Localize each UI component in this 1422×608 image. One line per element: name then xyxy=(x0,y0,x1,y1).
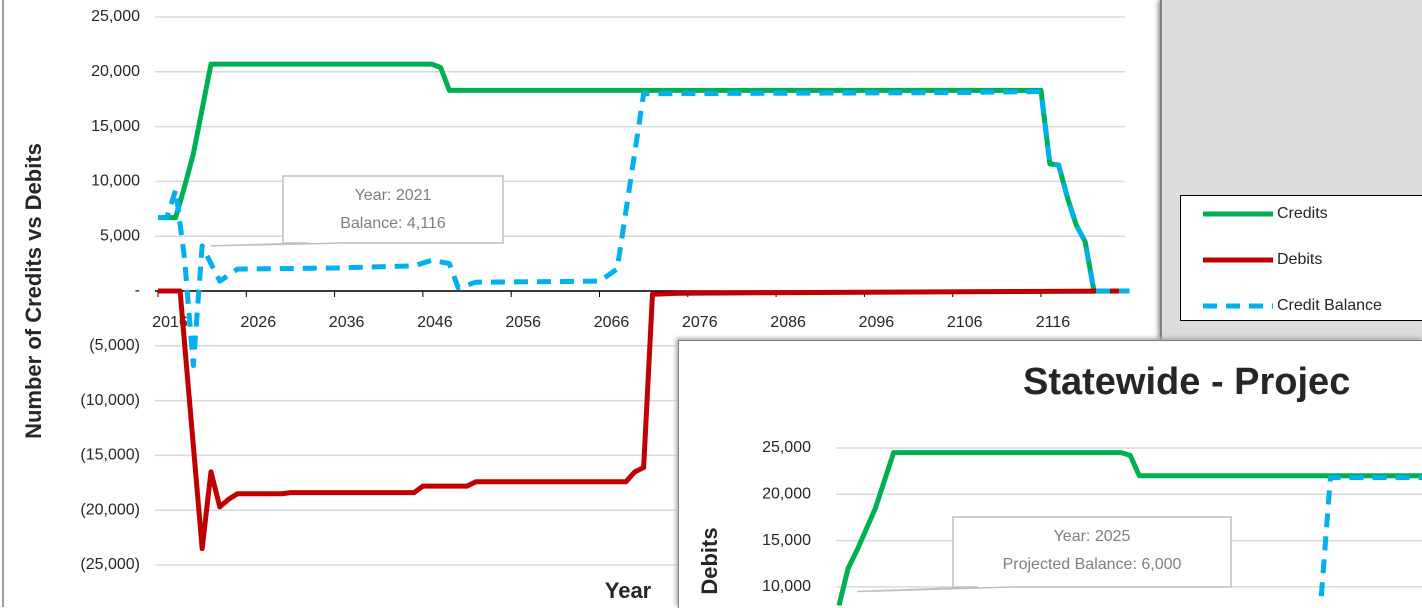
y-axis-label: Debits xyxy=(697,527,722,594)
callout xyxy=(857,516,1232,593)
series-line xyxy=(1318,475,1422,597)
x-tick-label: 2106 xyxy=(947,314,983,331)
y-tick-label: 15,000 xyxy=(91,118,140,135)
legend-label: Debits xyxy=(1277,251,1322,268)
x-tick-label: 2026 xyxy=(241,314,277,331)
x-tick-label: 2076 xyxy=(682,314,718,331)
callout-text: Balance: 4,116 xyxy=(340,215,446,232)
legend: Credits Debits Credit Balance xyxy=(1180,195,1422,321)
y-tick-label: 20,000 xyxy=(91,63,140,80)
y-tick-label: - xyxy=(135,282,140,299)
x-tick-label: 2096 xyxy=(859,314,895,331)
series-line xyxy=(836,450,1422,607)
x-tick-label: 2066 xyxy=(594,314,630,331)
callout-text: Year: 2021 xyxy=(355,187,432,204)
y-tick-label: (10,000) xyxy=(80,392,140,409)
legend-label: Credits xyxy=(1277,205,1328,222)
callout xyxy=(210,175,504,247)
x-tick-label: 2036 xyxy=(329,314,365,331)
y-tick-label: 25,000 xyxy=(91,8,140,25)
y-tick-label: 20,000 xyxy=(762,486,811,503)
chart-title: Statewide - Projec xyxy=(1023,361,1350,403)
y-tick-label: (20,000) xyxy=(80,501,140,518)
x-axis-label: Year xyxy=(605,578,652,603)
y-axis-label: Number of Credits vs Debits xyxy=(21,143,46,439)
x-tick-label: 2056 xyxy=(505,314,541,331)
x-tick-label: 2116 xyxy=(1036,314,1071,331)
chart: 25,000 20,000 15,000 10,000 5,000 - (5,000) (10… xyxy=(2,0,1130,607)
series-line xyxy=(158,288,1130,552)
callout-text: Projected Balance: 6,000 xyxy=(1003,556,1182,573)
x-tick-label: 2046 xyxy=(417,314,453,331)
y-tick-label: (25,000) xyxy=(80,556,140,573)
chart: 25,000 20,000 15,000 10,000 Statewide - Proj… xyxy=(678,340,1422,608)
series-line xyxy=(158,89,1130,369)
y-tick-label: 25,000 xyxy=(762,439,811,456)
callout-text: Year: 2025 xyxy=(1054,528,1131,545)
y-tick-label: 10,000 xyxy=(91,173,140,190)
y-tick-label: (5,000) xyxy=(89,337,140,354)
y-tick-label: 15,000 xyxy=(762,532,811,549)
legend-svg: Credits Debits Credit Balance xyxy=(1203,205,1382,314)
y-tick-label: 5,000 xyxy=(100,227,140,244)
x-tick-label: 2086 xyxy=(770,314,806,331)
y-tick-label: (15,000) xyxy=(80,447,140,464)
x-tick-label: 2016 xyxy=(152,314,188,331)
legend-label: Credit Balance xyxy=(1277,297,1382,314)
y-tick-label: 10,000 xyxy=(762,578,811,595)
